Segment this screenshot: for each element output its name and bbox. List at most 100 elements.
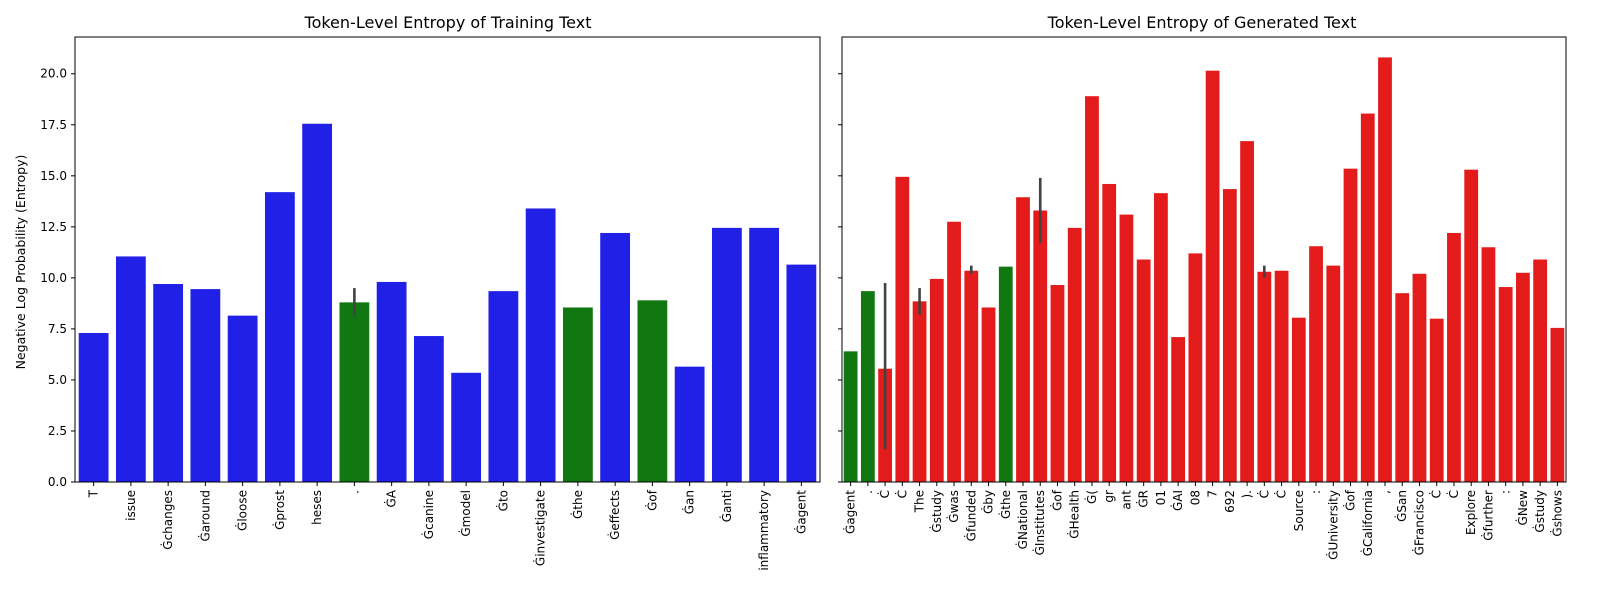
x-tick-label: Ġeffects (606, 490, 622, 540)
x-tick-label: Ġof (1048, 489, 1064, 511)
bar (451, 372, 482, 482)
bar (1464, 169, 1479, 482)
x-tick-label: issue (124, 490, 138, 521)
bar (1516, 272, 1530, 482)
x-tick-label: Ġcanine (420, 490, 436, 539)
x-tick-label: ĠUniversity (1324, 490, 1340, 560)
bar (786, 264, 817, 482)
bar (190, 289, 221, 482)
bar (339, 302, 370, 482)
x-tick-label: ĠA (383, 489, 399, 507)
y-tick-label: 20.0 (40, 67, 67, 81)
x-tick-label: Ġof (1342, 489, 1358, 511)
y-axis-ticks (838, 73, 842, 483)
x-tick-label: inflammatory (757, 490, 771, 571)
x-tick-label: Ġstudy (928, 490, 944, 533)
x-tick-label: ĠFrancisco (1410, 490, 1426, 555)
x-tick-label: Ġchanges (159, 490, 175, 550)
x-tick-label: Ġto (494, 490, 510, 511)
x-tick-label: 08 (1188, 490, 1202, 505)
bar (964, 270, 979, 482)
x-tick-label: gr (1102, 490, 1116, 503)
bar (413, 336, 444, 482)
bar (1119, 214, 1134, 482)
bar (1154, 193, 1168, 482)
generated-text-chart: Token-Level Entropy of Generated Text Ġa… (838, 13, 1567, 560)
x-tick-label: Ċ (1445, 490, 1461, 498)
x-tick-label: ĠHealth (1066, 490, 1082, 539)
x-tick-label: Ġfurther (1479, 490, 1495, 541)
x-tick-label: ĠCalifornia (1359, 490, 1375, 556)
x-tick-label: Ġthe (997, 490, 1013, 519)
bar (78, 332, 109, 482)
y-axis-label: Negative Log Probability (Entropy) (13, 155, 28, 370)
bar (674, 366, 705, 482)
bar (1085, 96, 1099, 482)
x-tick-label: Ġinvestigate (532, 490, 548, 566)
x-tick-label: ĠAI (1169, 490, 1185, 511)
plot-frame (841, 36, 1567, 483)
bar (711, 227, 742, 482)
x-tick-label: Ċ (876, 490, 892, 498)
bars (78, 123, 817, 482)
bar (376, 281, 407, 482)
bar (1274, 270, 1289, 482)
x-tick-label: : (1499, 490, 1513, 494)
bar (1102, 183, 1117, 482)
bar (1067, 227, 1082, 482)
x-tick-label: Ġaround (196, 490, 212, 542)
x-tick-label: Ġan (681, 490, 697, 514)
x-tick-label: T (87, 489, 101, 498)
error-bars (883, 177, 1266, 450)
bar (947, 221, 961, 483)
x-tick-label: Ċ (1255, 490, 1271, 498)
x-tick-label: . (861, 490, 875, 494)
x-tick-label: The (913, 490, 927, 513)
bar (843, 351, 858, 482)
bar (115, 256, 146, 482)
x-tick-label: Source (1292, 490, 1306, 531)
x-tick-label: ). (1240, 490, 1254, 499)
bar (1343, 168, 1358, 482)
bar (1033, 210, 1048, 482)
bar (264, 192, 295, 482)
bar (1326, 265, 1341, 482)
y-tick-label: 5.0 (48, 373, 67, 387)
y-tick-label: 12.5 (40, 220, 67, 234)
bar (912, 301, 927, 482)
bar (929, 278, 944, 482)
x-tick-label: Ċ (1273, 490, 1289, 498)
bar (1188, 253, 1203, 482)
bar (1533, 259, 1548, 482)
bar (1240, 141, 1254, 483)
bar (1050, 285, 1065, 482)
x-tick-label: ant (1119, 490, 1133, 510)
x-tick-label: Ġprost (271, 490, 287, 530)
bars (843, 57, 1565, 483)
y-tick-label: 2.5 (48, 424, 67, 438)
bar (1395, 293, 1410, 482)
y-tick-label: 17.5 (40, 118, 67, 132)
bar (525, 208, 556, 482)
x-tick-label: heses (310, 490, 324, 525)
x-tick-label: 692 (1223, 490, 1237, 513)
bar (749, 227, 780, 482)
x-tick-label: ĠSan (1393, 490, 1409, 522)
x-tick-label: Ġ( (1083, 490, 1099, 504)
plot-frame (74, 36, 821, 483)
bar (1205, 70, 1220, 483)
y-tick-label: 10.0 (40, 271, 67, 285)
x-tick-label: : (1309, 490, 1323, 494)
bar (998, 266, 1013, 482)
bar (302, 123, 333, 482)
y-tick-label: 7.5 (48, 322, 67, 336)
bar (860, 291, 875, 482)
bar (1447, 232, 1461, 482)
bar (1412, 273, 1427, 482)
bar (1136, 259, 1151, 482)
x-tick-label: ĠNational (1014, 490, 1030, 549)
x-tick-label: Ġagent (842, 490, 858, 534)
bar (600, 232, 631, 482)
x-tick-label: Ġfunded (962, 490, 978, 541)
